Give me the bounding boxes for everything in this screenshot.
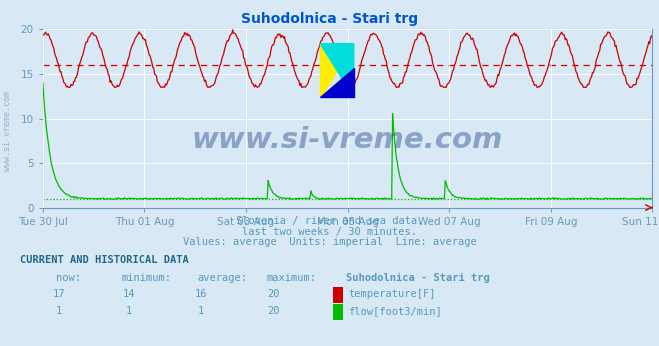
- Text: 17: 17: [53, 289, 65, 299]
- Text: average:: average:: [198, 273, 248, 283]
- Text: www.si-vreme.com: www.si-vreme.com: [192, 126, 503, 154]
- Text: temperature[F]: temperature[F]: [348, 289, 436, 299]
- Polygon shape: [320, 44, 354, 97]
- Text: now:: now:: [56, 273, 81, 283]
- Text: 20: 20: [268, 306, 279, 316]
- Text: 20: 20: [268, 289, 279, 299]
- Text: Slovenia / river and sea data.: Slovenia / river and sea data.: [236, 216, 423, 226]
- Text: 1: 1: [125, 306, 132, 316]
- Text: Suhodolnica - Stari trg: Suhodolnica - Stari trg: [346, 273, 490, 283]
- Text: 16: 16: [195, 289, 207, 299]
- Polygon shape: [320, 44, 354, 97]
- Text: 14: 14: [123, 289, 134, 299]
- Text: maximum:: maximum:: [267, 273, 317, 283]
- Text: www.si-vreme.com: www.si-vreme.com: [3, 91, 13, 172]
- Text: last two weeks / 30 minutes.: last two weeks / 30 minutes.: [242, 227, 417, 237]
- Text: Values: average  Units: imperial  Line: average: Values: average Units: imperial Line: av…: [183, 237, 476, 247]
- Polygon shape: [320, 68, 354, 97]
- Text: minimum:: minimum:: [122, 273, 172, 283]
- Text: Suhodolnica - Stari trg: Suhodolnica - Stari trg: [241, 12, 418, 26]
- Text: 1: 1: [198, 306, 204, 316]
- Text: flow[foot3/min]: flow[foot3/min]: [348, 306, 442, 316]
- Text: CURRENT AND HISTORICAL DATA: CURRENT AND HISTORICAL DATA: [20, 255, 188, 265]
- Text: 1: 1: [56, 306, 63, 316]
